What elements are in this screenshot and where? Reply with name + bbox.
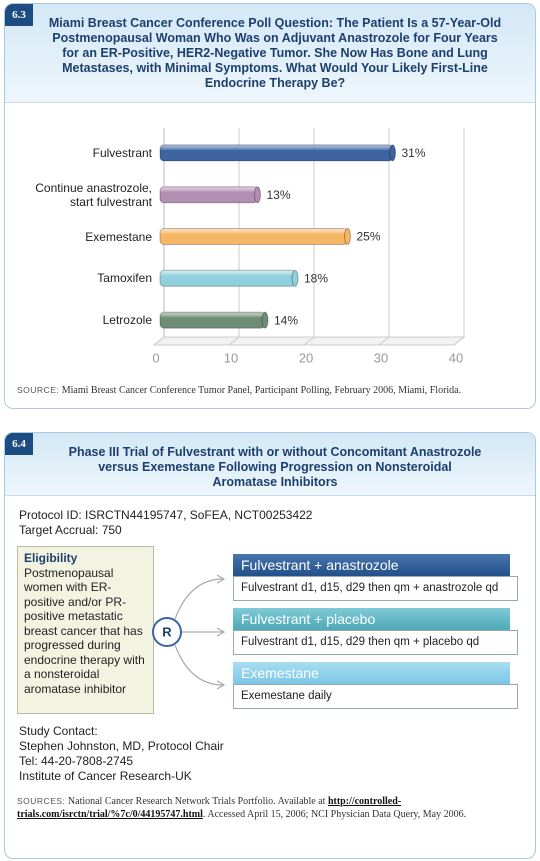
panel: 6.4 Phase III Trial of Fulvestrant with … (4, 432, 536, 859)
contact-line: Stephen Johnston, MD, Protocol Chair (19, 739, 224, 753)
chart-title: Miami Breast Cancer Conference Poll Ques… (48, 16, 502, 90)
arm-header: Fulvestrant + anastrozole (233, 554, 510, 576)
sources-text: . Accessed April 15, 2006; NCI Physician… (202, 809, 467, 820)
bar-cap (344, 228, 351, 245)
source-label: SOURCE: (17, 385, 60, 395)
x-tick-label: 40 (449, 350, 463, 365)
bar-cap (261, 311, 269, 329)
tick-mark (153, 336, 165, 346)
arrow (174, 644, 224, 686)
eligibility-heading: Eligibility (24, 551, 78, 565)
bar (159, 311, 266, 329)
randomization-circle (152, 617, 182, 647)
bar-cap (389, 144, 396, 162)
tick-mark (453, 336, 465, 346)
protocol: Protocol ID: ISRCTN44195747, SoFEA, NCT0… (19, 508, 313, 522)
arm-header: Exemestane (233, 662, 510, 684)
figure-number: 6.4 (5, 433, 33, 455)
y-tick-label: Exemestane (85, 229, 152, 244)
value-label: 18% (304, 271, 328, 285)
chart: 0 10 20 30 40 31% 13% 25% 18% 14% (152, 128, 466, 365)
y-tick-label: Letrozole (102, 313, 152, 328)
randomization-label: R (162, 624, 172, 639)
title-band (5, 4, 535, 103)
contact-line: Tel: 44-20-7808-2745 (19, 754, 134, 768)
diagram-connectors: R (152, 574, 226, 690)
sources-label: SOURCES: (17, 796, 66, 806)
sources: SOURCES: National Cancer Research Networ… (17, 795, 522, 821)
value-label: 31% (402, 146, 426, 160)
y-tick-label: Tamoxifen (97, 271, 152, 286)
bar-cap (254, 186, 261, 204)
x-tick-label: 10 (224, 350, 238, 365)
arrow (174, 578, 224, 620)
y-tick-label: Continue anastrozole, start fulvestrant (35, 180, 152, 209)
bar (159, 269, 296, 287)
x-tick-label: 30 (374, 350, 388, 365)
y-tick-label: Fulvestrant (92, 145, 152, 160)
contact-line: Institute of Cancer Research-UK (19, 769, 192, 783)
figure-number: 6.3 (5, 4, 33, 26)
eligibility-box: Eligibility Postmenopausal women with ER… (17, 546, 154, 714)
panel: 6.3 Miami Breast Cancer Conference Poll … (4, 3, 536, 409)
tick-mark (378, 336, 390, 346)
contact-line: Study Contact: (19, 724, 98, 738)
x-tick-label: 0 (152, 350, 159, 365)
eligibility-text: Postmenopausal women with ER-positive an… (24, 565, 145, 696)
value-label: 13% (267, 188, 291, 202)
arrowheads (216, 574, 226, 690)
bar-cap (291, 269, 299, 287)
value-label: 14% (274, 313, 298, 327)
tick-mark (303, 336, 315, 346)
arm-header: Fulvestrant + placebo (233, 608, 510, 630)
accrual: Target Accrual: 750 (19, 523, 122, 537)
sources-link[interactable]: http://controlled-trials.com/isrctn/tria… (17, 796, 402, 820)
sources-text: National Cancer Research Network Trials … (67, 796, 326, 807)
arm-detail: Exemestane daily (233, 684, 518, 709)
source: SOURCE: Miami Breast Cancer Conference T… (17, 384, 527, 397)
arm-detail: Fulvestrant d1, d15, d29 then qm + anast… (233, 576, 518, 601)
diagram-title: Phase III Trial of Fulvestrant with or w… (68, 445, 482, 489)
bar (159, 186, 258, 204)
tick-mark (228, 336, 240, 346)
arm-detail: Fulvestrant d1, d15, d29 then qm + place… (233, 630, 518, 655)
x-tick-label: 20 (299, 350, 313, 365)
title-band (5, 433, 535, 496)
bar (159, 144, 393, 162)
arrows (174, 574, 226, 690)
source-text: Miami Breast Cancer Conference Tumor Pan… (61, 385, 462, 396)
value-label: 25% (357, 230, 381, 244)
bar (159, 228, 348, 245)
